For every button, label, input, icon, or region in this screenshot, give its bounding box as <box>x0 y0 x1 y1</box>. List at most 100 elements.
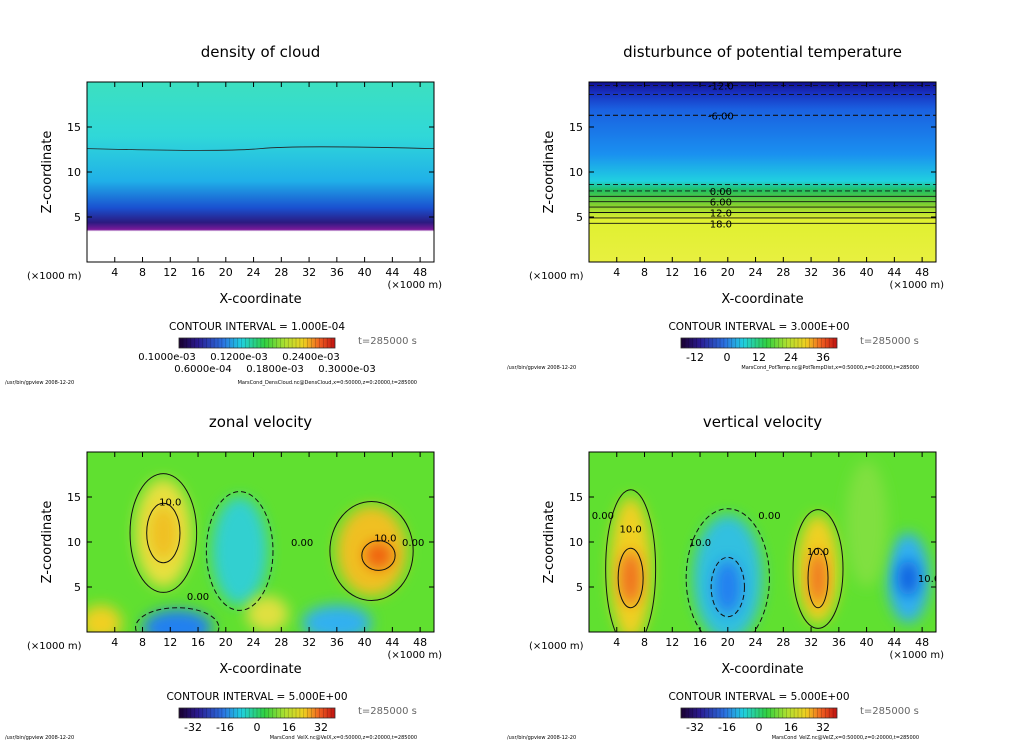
contour-label: 12.0 <box>710 209 732 220</box>
y-axis-label: Z-coordinate <box>542 501 557 584</box>
contour-line <box>792 509 844 629</box>
colorbar-label: 36 <box>816 351 830 364</box>
x-tick-label: 24 <box>247 636 261 649</box>
colorbar-label: 16 <box>282 721 296 734</box>
x-tick-label: 36 <box>330 266 344 279</box>
panel-title: zonal velocity <box>209 413 312 431</box>
field-blob <box>845 461 888 587</box>
colorbar-label: 0.1800e-03 <box>246 364 303 375</box>
x-unit-right: (×1000 m) <box>387 650 442 661</box>
x-tick-label: 16 <box>693 266 707 279</box>
field-blob <box>87 605 122 632</box>
y-tick-label: 5 <box>576 581 583 594</box>
x-unit-left: (×1000 m) <box>27 271 82 282</box>
y-axis-label: Z-coordinate <box>40 131 55 214</box>
y-tick-label: 5 <box>576 211 583 224</box>
x-tick-label: 44 <box>385 636 399 649</box>
colorbar-label: 0 <box>756 721 763 734</box>
x-tick-label: 8 <box>641 636 648 649</box>
contour-label: 0.00 <box>710 187 732 198</box>
colorbar-label: 12 <box>752 351 766 364</box>
x-tick-label: 32 <box>804 636 818 649</box>
x-tick-label: 4 <box>111 636 118 649</box>
contour-interval: CONTOUR INTERVAL = 3.000E+00 <box>668 321 849 333</box>
y-tick-label: 5 <box>74 581 81 594</box>
colorbar-label: -32 <box>686 721 704 734</box>
x-tick-label: 40 <box>860 636 874 649</box>
plot-field: 10.0 0.00 0.00 10.0 0.00 <box>87 452 434 632</box>
time-label: t=285000 s <box>860 706 919 717</box>
field-blob <box>211 497 268 605</box>
colorbar <box>178 337 336 349</box>
x-tick-label: 48 <box>915 636 929 649</box>
contour-line <box>605 489 657 632</box>
x-unit-right: (×1000 m) <box>889 280 944 291</box>
colorbar-label: -16 <box>216 721 234 734</box>
x-tick-label: 40 <box>358 636 372 649</box>
field-blob <box>302 605 372 632</box>
x-tick-label: 16 <box>693 636 707 649</box>
colorbar-label: 24 <box>784 351 798 364</box>
colorbar-label: 0 <box>724 351 731 364</box>
x-tick-label: 8 <box>641 266 648 279</box>
x-tick-label: 12 <box>163 266 177 279</box>
x-axis-label: X-coordinate <box>721 292 803 307</box>
x-tick-label: 8 <box>139 636 146 649</box>
colorbar-label: 0.6000e-04 <box>174 364 231 375</box>
x-tick-label: 28 <box>274 636 288 649</box>
field-blob <box>897 560 919 596</box>
x-tick-label: 48 <box>915 266 929 279</box>
field-blob <box>364 542 393 569</box>
x-tick-label: 28 <box>274 266 288 279</box>
x-tick-label: 12 <box>665 636 679 649</box>
contour-label: 10.0 <box>807 547 829 558</box>
colorbar <box>680 337 838 349</box>
contour-interval: CONTOUR INTERVAL = 5.000E+00 <box>166 691 347 703</box>
contour-line <box>617 547 644 609</box>
contour-label: 10.0 <box>159 498 181 509</box>
x-unit-left: (×1000 m) <box>529 271 584 282</box>
panel-title: disturbunce of potential temperature <box>623 43 902 61</box>
contour-label: 10.0 <box>620 525 642 536</box>
x-axis-label: X-coordinate <box>219 292 301 307</box>
y-axis-label: Z-coordinate <box>542 131 557 214</box>
x-tick-label: 16 <box>191 636 205 649</box>
field-blob <box>142 609 212 632</box>
x-tick-label: 20 <box>721 266 735 279</box>
x-tick-label: 28 <box>776 266 790 279</box>
contour-label: 0.00 <box>402 538 424 549</box>
x-tick-label: 44 <box>385 266 399 279</box>
y-tick-label: 15 <box>67 491 81 504</box>
cloud-field <box>87 82 434 262</box>
contour-interval: CONTOUR INTERVAL = 1.000E-04 <box>169 321 345 333</box>
contour-line <box>146 502 181 564</box>
y-tick-label: 10 <box>569 536 583 549</box>
plot-field <box>87 82 434 262</box>
colorbar-label: 0 <box>254 721 261 734</box>
footer-left: /usr/bin/gpview 2008-12-20 <box>507 365 576 371</box>
contour-label: 10.0 <box>918 574 940 585</box>
footer-right: MarsCond_DensCloud.nc@DensCloud,x=0:5000… <box>238 380 417 386</box>
x-tick-label: 24 <box>749 636 763 649</box>
x-unit-left: (×1000 m) <box>27 641 82 652</box>
contour-line <box>710 556 745 618</box>
colorbar <box>178 707 336 719</box>
footer-right: MarsCond_VelZ.nc@VelZ,x=0:50000,z=0:2000… <box>772 735 919 740</box>
x-tick-label: 36 <box>832 266 846 279</box>
x-tick-label: 44 <box>887 266 901 279</box>
colorbar-label: -16 <box>718 721 736 734</box>
x-tick-label: 12 <box>163 636 177 649</box>
panel-title: density of cloud <box>201 43 321 61</box>
footer-left: /usr/bin/gpview 2008-12-20 <box>507 735 576 740</box>
colorbar-label: -12 <box>686 351 704 364</box>
colorbar-label: 32 <box>816 721 830 734</box>
y-tick-label: 15 <box>67 121 81 134</box>
x-tick-label: 20 <box>721 636 735 649</box>
colorbar-label: 32 <box>314 721 328 734</box>
y-tick-label: 15 <box>569 121 583 134</box>
contour-line <box>329 501 414 601</box>
panel-title: vertical velocity <box>703 413 822 431</box>
time-label: t=285000 s <box>358 706 417 717</box>
